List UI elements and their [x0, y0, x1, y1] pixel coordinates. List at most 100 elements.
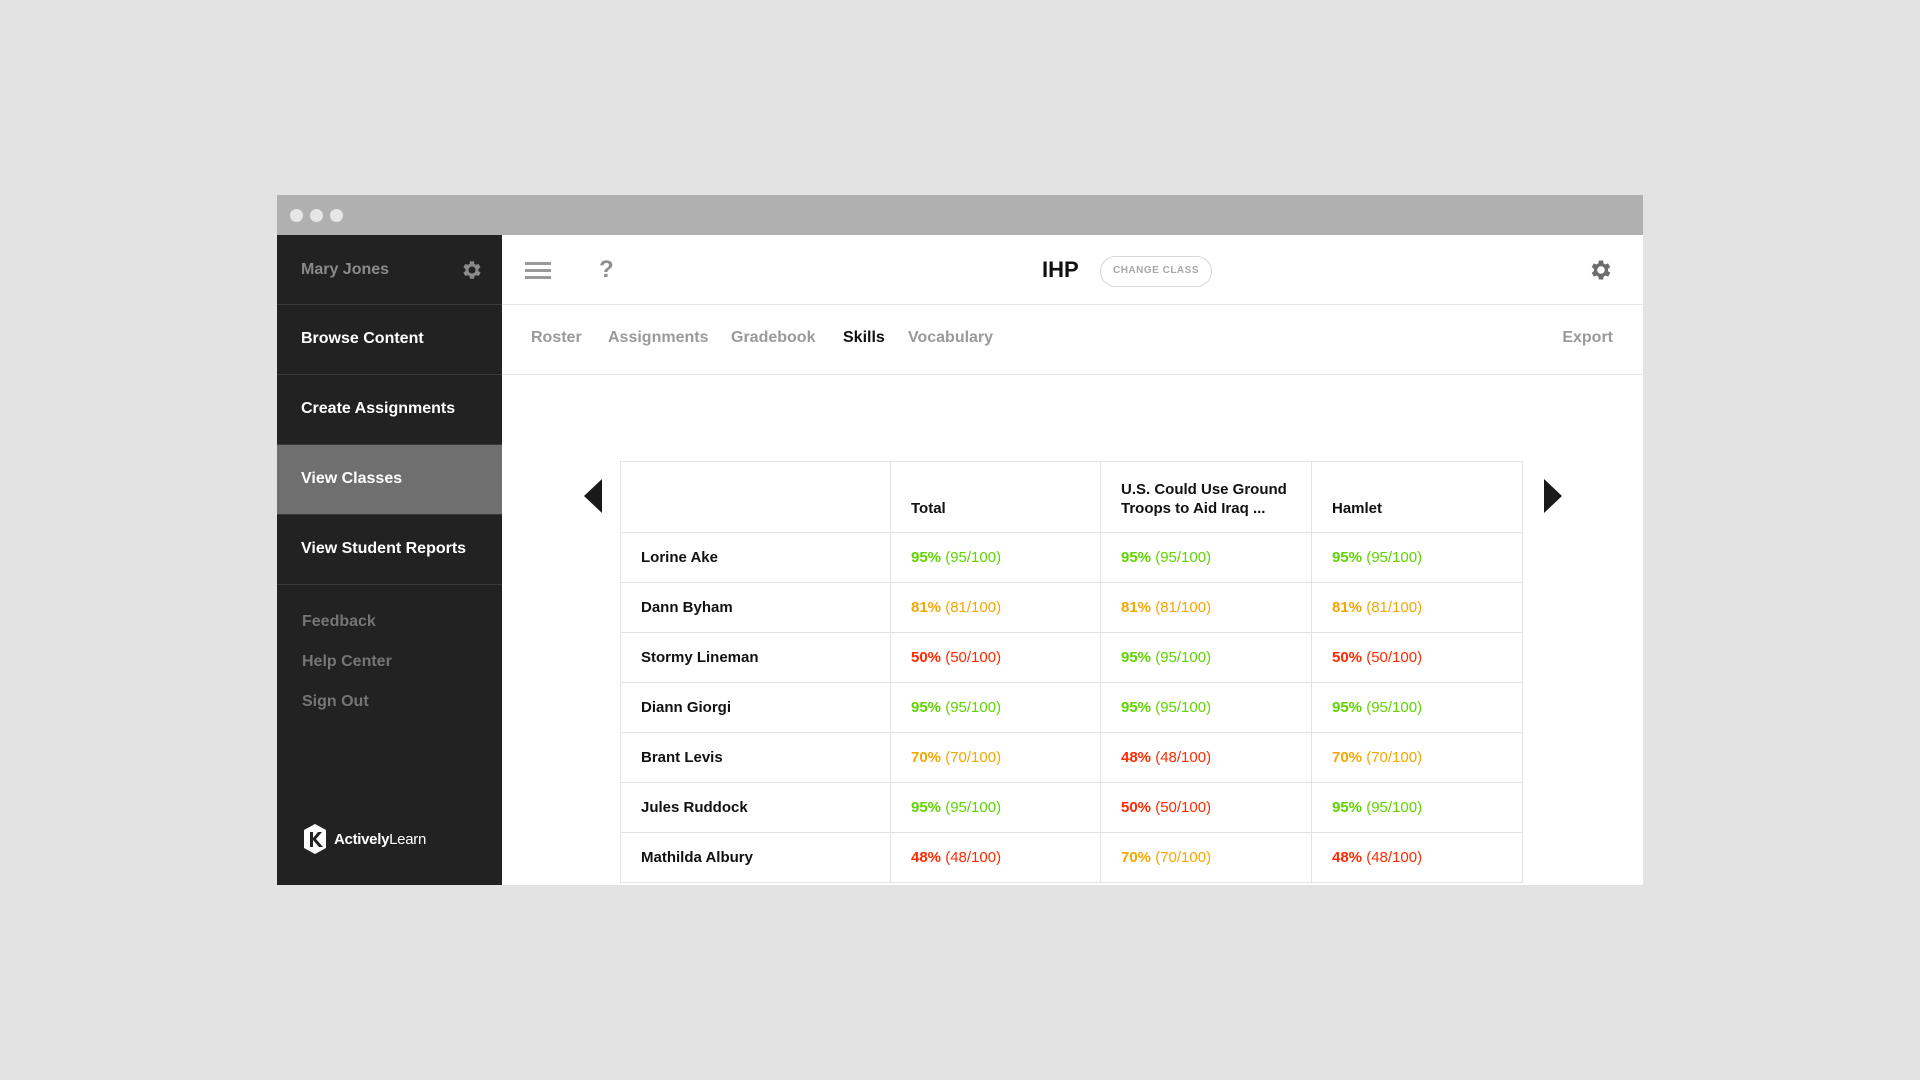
change-class-button[interactable]: CHANGE CLASS [1100, 256, 1212, 287]
score-cell[interactable]: 95% (95/100) [890, 782, 1101, 833]
score-raw: (95/100) [1155, 699, 1212, 716]
brand-name: ActivelyLearn [334, 831, 427, 848]
score-cell[interactable]: 95% (95/100) [1100, 632, 1312, 683]
sidebar-item-label: View Student Reports [301, 540, 467, 557]
score-cell[interactable]: 70% (70/100) [1100, 832, 1312, 883]
actively-learn-logo [304, 824, 326, 854]
score-cell[interactable]: 50% (50/100) [1100, 782, 1312, 833]
score-cell[interactable]: 95% (95/100) [1311, 682, 1523, 733]
window-minimize-dot[interactable] [310, 209, 323, 222]
sidebar-item-browse-content[interactable]: Browse Content [277, 305, 502, 375]
score-cell[interactable]: 70% (70/100) [1311, 732, 1523, 783]
score-percent: 81% [1332, 599, 1363, 616]
sidebar-link-help-center[interactable]: Help Center [302, 653, 392, 670]
score-percent: 95% [911, 549, 942, 566]
gear-icon[interactable] [460, 258, 484, 282]
sidebar-link-sign-out[interactable]: Sign Out [302, 693, 369, 710]
student-name[interactable]: Diann Giorgi [620, 682, 891, 733]
student-name[interactable]: Stormy Lineman [620, 632, 891, 683]
score-percent: 95% [1121, 699, 1152, 716]
settings-gear-icon[interactable] [1588, 257, 1614, 283]
tab-bar: Roster Assignments Gradebook Skills Voca… [502, 305, 1643, 375]
score-cell[interactable]: 48% (48/100) [1100, 732, 1312, 783]
score-raw: (95/100) [945, 549, 1002, 566]
top-bar: ? IHP CHANGE CLASS [502, 235, 1643, 305]
score-percent: 95% [1121, 649, 1152, 666]
score-raw: (81/100) [1155, 599, 1212, 616]
right-arrow-icon[interactable] [1542, 479, 1562, 513]
score-percent: 95% [911, 699, 942, 716]
tab-vocabulary[interactable]: Vocabulary [908, 329, 994, 346]
window-zoom-dot[interactable] [330, 209, 343, 222]
tab-roster[interactable]: Roster [531, 329, 582, 346]
score-raw: (48/100) [1155, 749, 1212, 766]
score-cell[interactable]: 48% (48/100) [1311, 832, 1523, 883]
score-cell[interactable]: 95% (95/100) [1100, 682, 1312, 733]
score-raw: (81/100) [1366, 599, 1423, 616]
score-percent: 50% [1121, 799, 1152, 816]
score-raw: (95/100) [1366, 549, 1423, 566]
tab-gradebook[interactable]: Gradebook [731, 329, 816, 346]
sidebar: Mary Jones Browse Content Create Assignm… [277, 235, 502, 885]
score-cell[interactable]: 50% (50/100) [890, 632, 1101, 683]
score-raw: (95/100) [1366, 699, 1423, 716]
score-cell[interactable]: 70% (70/100) [890, 732, 1101, 783]
table-body: Lorine Ake 95% (95/100) 95% (95/100) 95% (9… [620, 532, 1523, 883]
student-name[interactable]: Dann Byham [620, 582, 891, 633]
score-percent: 95% [1332, 699, 1363, 716]
score-percent: 81% [1121, 599, 1152, 616]
class-title: IHP [1042, 257, 1079, 282]
score-percent: 70% [1332, 749, 1363, 766]
table-row: Diann Giorgi 95% (95/100) 95% (95/100) 95% … [620, 682, 1523, 733]
score-percent: 70% [911, 749, 942, 766]
tab-assignments[interactable]: Assignments [608, 329, 709, 346]
student-name[interactable]: Brant Levis [620, 732, 891, 783]
score-percent: 50% [911, 649, 942, 666]
column-header-total[interactable]: Total [890, 461, 1101, 533]
score-cell[interactable]: 95% (95/100) [1311, 532, 1523, 583]
student-name[interactable]: Jules Ruddock [620, 782, 891, 833]
score-percent: 48% [1121, 749, 1152, 766]
score-cell[interactable]: 95% (95/100) [1100, 532, 1312, 583]
score-percent: 95% [1121, 549, 1152, 566]
score-raw: (50/100) [1155, 799, 1212, 816]
sidebar-item-view-student-reports[interactable]: View Student Reports [277, 515, 502, 585]
table-row: Stormy Lineman 50% (50/100) 95% (95/100) 50… [620, 632, 1523, 683]
score-cell[interactable]: 50% (50/100) [1311, 632, 1523, 683]
left-arrow-icon[interactable] [584, 479, 604, 513]
student-name[interactable]: Mathilda Albury [620, 832, 891, 883]
score-cell[interactable]: 81% (81/100) [890, 582, 1101, 633]
window-titlebar [277, 195, 1643, 235]
table-row: Lorine Ake 95% (95/100) 95% (95/100) 95% (9… [620, 532, 1523, 583]
sidebar-item-view-classes[interactable]: View Classes [277, 445, 502, 515]
score-percent: 50% [1332, 649, 1363, 666]
tab-skills[interactable]: Skills [843, 329, 885, 346]
table-row: Dann Byham 81% (81/100) 81% (81/100) 81% (8… [620, 582, 1523, 633]
score-cell[interactable]: 95% (95/100) [890, 532, 1101, 583]
score-raw: (70/100) [1155, 849, 1212, 866]
score-cell[interactable]: 48% (48/100) [890, 832, 1101, 883]
score-raw: (95/100) [945, 699, 1002, 716]
score-cell[interactable]: 95% (95/100) [890, 682, 1101, 733]
score-raw: (95/100) [1155, 549, 1212, 566]
score-raw: (81/100) [945, 599, 1002, 616]
student-name[interactable]: Lorine Ake [620, 532, 891, 583]
sidebar-item-create-assignments[interactable]: Create Assignments [277, 375, 502, 445]
score-raw: (50/100) [945, 649, 1002, 666]
sidebar-item-label: Create Assignments [301, 400, 456, 417]
export-link[interactable]: Export [1562, 329, 1613, 346]
column-header-assignment[interactable]: U.S. Could Use Ground Troops to Aid Iraq… [1100, 461, 1312, 533]
table-row: Jules Ruddock 95% (95/100) 50% (50/100) 95%… [620, 782, 1523, 833]
sidebar-link-feedback[interactable]: Feedback [302, 613, 376, 630]
score-raw: (70/100) [945, 749, 1002, 766]
column-header-hamlet[interactable]: Hamlet [1311, 461, 1523, 533]
help-icon[interactable]: ? [599, 256, 614, 283]
hamburger-icon[interactable] [525, 262, 551, 279]
window-close-dot[interactable] [290, 209, 303, 222]
brand-logo: ActivelyLearn [302, 823, 426, 855]
score-percent: 81% [911, 599, 942, 616]
score-cell[interactable]: 81% (81/100) [1100, 582, 1312, 633]
score-cell[interactable]: 95% (95/100) [1311, 782, 1523, 833]
skills-table: Total U.S. Could Use Ground Troops to Ai… [620, 461, 1523, 883]
score-cell[interactable]: 81% (81/100) [1311, 582, 1523, 633]
